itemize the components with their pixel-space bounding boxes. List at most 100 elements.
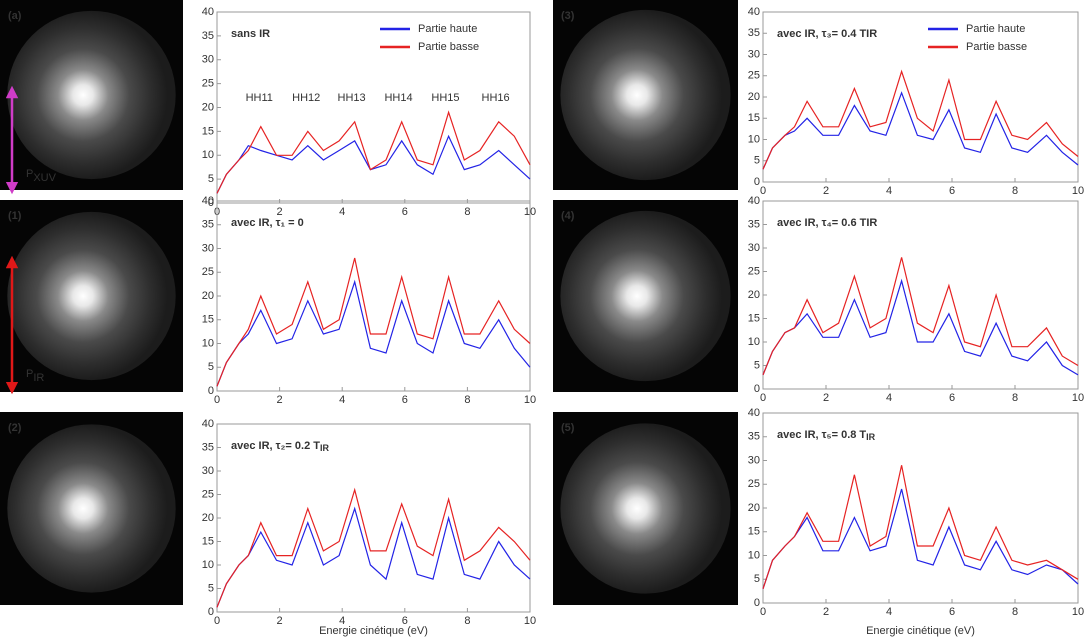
panel-title: avec IR, τ₂= 0.2 TIR bbox=[231, 440, 329, 453]
series-line bbox=[216, 110, 531, 194]
y-tick-label: 35 bbox=[748, 27, 760, 39]
series-line bbox=[762, 488, 1079, 589]
title-text: avec IR, τ₅= 0.8 T bbox=[777, 429, 866, 441]
harmonic-label: HH12 bbox=[292, 92, 320, 104]
y-tick-label: 30 bbox=[748, 242, 760, 254]
y-tick-label: 5 bbox=[754, 359, 760, 371]
y-tick-label: 25 bbox=[202, 488, 214, 500]
title-subscript: IR bbox=[866, 432, 876, 442]
x-tick-label: 8 bbox=[1012, 392, 1018, 404]
y-tick-label: 20 bbox=[202, 290, 214, 302]
panel-title: avec IR, τ₃= 0.4 TIR bbox=[777, 28, 877, 40]
y-tick-label: 0 bbox=[754, 383, 760, 395]
y-tick-label: 5 bbox=[208, 173, 214, 185]
plot-frame bbox=[762, 412, 1079, 604]
x-tick-label: 10 bbox=[524, 615, 536, 627]
panel-label: (2) bbox=[8, 422, 22, 434]
panel-label: (5) bbox=[561, 422, 575, 434]
x-tick-label: 2 bbox=[277, 615, 283, 627]
series-line bbox=[762, 278, 1079, 376]
x-tick-label: 6 bbox=[949, 185, 955, 197]
legend-label: Partie basse bbox=[418, 41, 479, 53]
harmonic-label: HH16 bbox=[482, 92, 510, 104]
y-tick-label: 35 bbox=[202, 441, 214, 453]
x-tick-label: 2 bbox=[823, 606, 829, 618]
harmonic-label: HH14 bbox=[384, 92, 412, 104]
detector-disk bbox=[560, 423, 731, 594]
y-tick-label: 10 bbox=[202, 337, 214, 349]
y-tick-label: 0 bbox=[754, 597, 760, 609]
x-tick-label: 6 bbox=[402, 615, 408, 627]
y-tick-label: 30 bbox=[202, 54, 214, 66]
x-tick-label: 8 bbox=[1012, 606, 1018, 618]
series-line bbox=[762, 69, 1079, 170]
y-tick-label: 15 bbox=[202, 125, 214, 137]
y-tick-label: 30 bbox=[748, 454, 760, 466]
x-tick-label: 6 bbox=[402, 206, 408, 218]
polarization-main: P bbox=[26, 168, 33, 180]
y-tick-label: 25 bbox=[748, 70, 760, 82]
detector-disk bbox=[7, 211, 176, 381]
x-tick-label: 10 bbox=[1072, 606, 1084, 618]
series-line bbox=[216, 487, 531, 608]
x-tick-label: 4 bbox=[886, 392, 892, 404]
x-tick-label: 6 bbox=[949, 606, 955, 618]
panel-label: (4) bbox=[561, 210, 575, 222]
series-line bbox=[762, 257, 1079, 376]
y-tick-label: 40 bbox=[748, 407, 760, 419]
series-line bbox=[216, 506, 531, 608]
y-tick-label: 5 bbox=[754, 155, 760, 167]
polarization-label: PXUV bbox=[26, 168, 57, 184]
y-tick-label: 0 bbox=[208, 197, 214, 209]
legend-label: Partie haute bbox=[966, 23, 1025, 35]
x-tick-label: 10 bbox=[524, 394, 536, 406]
title-text: avec IR, τ₁ = 0 bbox=[231, 217, 304, 229]
y-tick-label: 20 bbox=[202, 512, 214, 524]
x-tick-label: 10 bbox=[1072, 185, 1084, 197]
y-tick-label: 20 bbox=[202, 101, 214, 113]
x-axis-label: Energie cinétique (eV) bbox=[319, 625, 428, 637]
y-tick-label: 35 bbox=[202, 30, 214, 42]
y-tick-label: 5 bbox=[208, 361, 214, 373]
panel-title: avec IR, τ₅= 0.8 TIR bbox=[777, 429, 876, 442]
plot-frame bbox=[216, 423, 531, 613]
detector-disk bbox=[560, 9, 731, 181]
y-tick-label: 0 bbox=[208, 606, 214, 618]
series-line bbox=[762, 465, 1079, 589]
y-tick-label: 10 bbox=[748, 549, 760, 561]
y-tick-label: 15 bbox=[748, 526, 760, 538]
title-subscript: IR bbox=[320, 443, 330, 453]
y-tick-label: 40 bbox=[202, 6, 214, 18]
y-tick-label: 30 bbox=[748, 48, 760, 60]
y-tick-label: 35 bbox=[748, 218, 760, 230]
x-tick-label: 2 bbox=[823, 185, 829, 197]
panel-label: (1) bbox=[8, 210, 22, 222]
y-tick-label: 40 bbox=[748, 195, 760, 207]
y-tick-label: 35 bbox=[202, 219, 214, 231]
x-tick-label: 2 bbox=[823, 392, 829, 404]
x-tick-label: 8 bbox=[464, 394, 470, 406]
y-tick-label: 15 bbox=[748, 112, 760, 124]
x-tick-label: 4 bbox=[886, 185, 892, 197]
y-tick-label: 10 bbox=[202, 149, 214, 161]
y-tick-label: 40 bbox=[202, 195, 214, 207]
series-line bbox=[762, 91, 1079, 170]
y-tick-label: 15 bbox=[202, 535, 214, 547]
harmonic-label: HH15 bbox=[431, 92, 459, 104]
plot-frame bbox=[762, 200, 1079, 390]
y-tick-label: 10 bbox=[202, 559, 214, 571]
y-tick-label: 10 bbox=[748, 133, 760, 145]
legend-label: Partie haute bbox=[418, 23, 477, 35]
title-text: avec IR, τ₂= 0.2 T bbox=[231, 440, 320, 452]
x-axis-label: Energie cinétique (eV) bbox=[866, 625, 975, 637]
polarization-label: PIR bbox=[26, 368, 44, 384]
plot-frame bbox=[216, 11, 531, 204]
x-tick-label: 4 bbox=[339, 206, 345, 218]
x-tick-label: 0 bbox=[214, 615, 220, 627]
panel-label: (a) bbox=[8, 10, 22, 22]
y-tick-label: 25 bbox=[748, 478, 760, 490]
series-line bbox=[216, 134, 531, 194]
y-tick-label: 5 bbox=[208, 582, 214, 594]
x-tick-label: 8 bbox=[464, 615, 470, 627]
